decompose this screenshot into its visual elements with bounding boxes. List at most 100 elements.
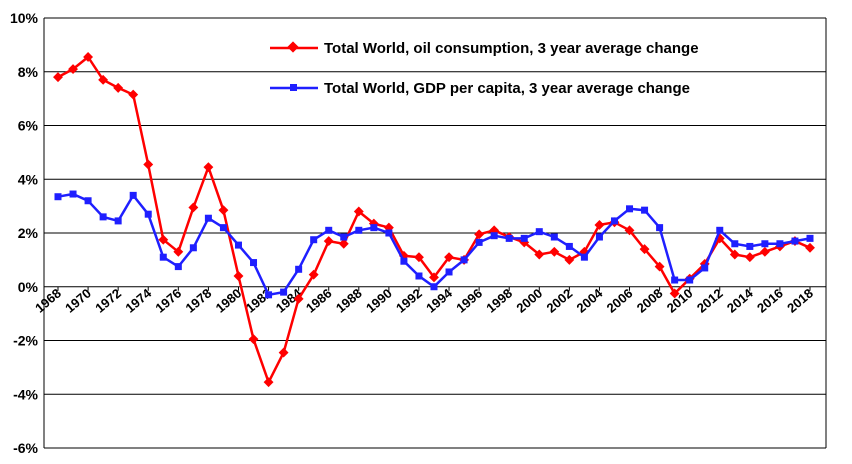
data-point: [219, 224, 227, 232]
data-point: [430, 283, 438, 291]
data-point: [535, 228, 543, 236]
data-point: [400, 257, 408, 265]
x-tick-label: 1996: [453, 286, 485, 316]
data-point: [355, 226, 363, 234]
data-point: [444, 252, 454, 263]
data-point: [475, 238, 483, 246]
data-point: [701, 264, 709, 272]
x-tick-label: 2004: [574, 285, 606, 316]
data-point: [295, 265, 303, 273]
x-tick-label: 1988: [333, 286, 365, 316]
data-point: [415, 272, 423, 280]
data-point: [54, 193, 62, 201]
data-point: [340, 233, 348, 241]
data-point: [729, 249, 740, 260]
data-point: [68, 64, 78, 75]
data-point: [338, 238, 349, 249]
data-point: [159, 253, 167, 261]
legend: Total World, oil consumption, 3 year ave…: [270, 40, 699, 97]
data-point: [520, 234, 528, 242]
data-point: [263, 377, 274, 388]
x-tick-label: 1970: [62, 286, 94, 316]
data-point: [69, 190, 77, 198]
y-tick-label: -6%: [13, 440, 38, 456]
data-point: [203, 162, 214, 173]
data-point: [53, 72, 63, 83]
data-point: [248, 334, 259, 345]
data-point: [173, 246, 184, 257]
x-tick-label: 1990: [363, 286, 395, 316]
data-point: [805, 242, 815, 253]
legend-marker-oil: [287, 41, 299, 53]
x-tick-label: 2000: [513, 286, 545, 316]
data-point: [806, 234, 814, 242]
y-tick-label: 0%: [18, 279, 39, 295]
data-point: [83, 52, 94, 62]
data-point: [505, 234, 513, 242]
x-tick-label: 2014: [724, 285, 756, 316]
y-tick-label: -4%: [13, 386, 38, 402]
y-tick-label: 6%: [18, 118, 39, 134]
data-point: [746, 242, 754, 250]
data-point: [429, 272, 439, 283]
data-point: [656, 224, 664, 232]
data-point: [188, 202, 199, 213]
data-point: [414, 252, 424, 263]
data-point: [353, 206, 364, 217]
data-point: [234, 241, 242, 249]
x-axis-ticks: 1968197019721974197619781980198219841986…: [32, 285, 816, 316]
x-tick-label: 1994: [423, 285, 455, 316]
y-axis-ticks: -6% -4% -2% 0% 2% 4% 6% 8% 10%: [10, 10, 39, 456]
data-point: [323, 236, 334, 247]
data-point: [310, 236, 318, 244]
x-tick-label: 1992: [393, 286, 425, 316]
data-point: [218, 205, 229, 216]
x-tick-label: 1974: [122, 285, 154, 316]
legend-marker-gdp: [290, 84, 297, 91]
data-point: [654, 261, 665, 272]
data-point: [534, 249, 545, 260]
data-point: [610, 217, 618, 225]
data-point: [460, 256, 468, 264]
data-point: [716, 226, 724, 234]
data-point: [594, 219, 605, 230]
data-point: [549, 246, 560, 257]
data-point: [128, 89, 139, 100]
data-point: [791, 237, 799, 245]
x-tick-label: 1976: [152, 286, 184, 316]
x-tick-label: 2006: [604, 286, 636, 316]
data-point: [761, 240, 769, 248]
x-tick-label: 2018: [784, 286, 816, 316]
x-tick-label: 2016: [754, 286, 786, 316]
data-point: [550, 233, 558, 241]
data-point: [174, 263, 182, 271]
data-point: [189, 244, 197, 252]
x-tick-label: 2002: [543, 286, 575, 316]
data-point: [564, 254, 575, 265]
data-point: [641, 206, 649, 214]
data-point: [84, 197, 92, 205]
data-point: [474, 229, 485, 240]
y-tick-label: 8%: [18, 64, 39, 80]
data-point: [143, 159, 154, 170]
x-tick-label: 2012: [694, 286, 726, 316]
data-point: [671, 276, 679, 284]
legend-label-oil: Total World, oil consumption, 3 year ave…: [324, 40, 699, 57]
data-point: [144, 210, 152, 218]
data-point: [669, 288, 680, 299]
y-tick-label: -2%: [13, 333, 38, 349]
data-point: [98, 74, 109, 85]
gridlines: [43, 17, 827, 449]
data-point: [626, 205, 634, 213]
data-point: [759, 246, 770, 257]
legend-item-gdp: Total World, GDP per capita, 3 year aver…: [270, 80, 690, 97]
data-point: [265, 291, 273, 299]
data-point: [308, 269, 319, 280]
data-point: [776, 240, 784, 248]
data-point: [565, 242, 573, 250]
data-point: [385, 229, 393, 237]
x-tick-label: 1972: [92, 286, 124, 316]
data-point: [250, 259, 258, 267]
data-point: [204, 214, 212, 222]
x-tick-label: 1978: [183, 286, 215, 316]
